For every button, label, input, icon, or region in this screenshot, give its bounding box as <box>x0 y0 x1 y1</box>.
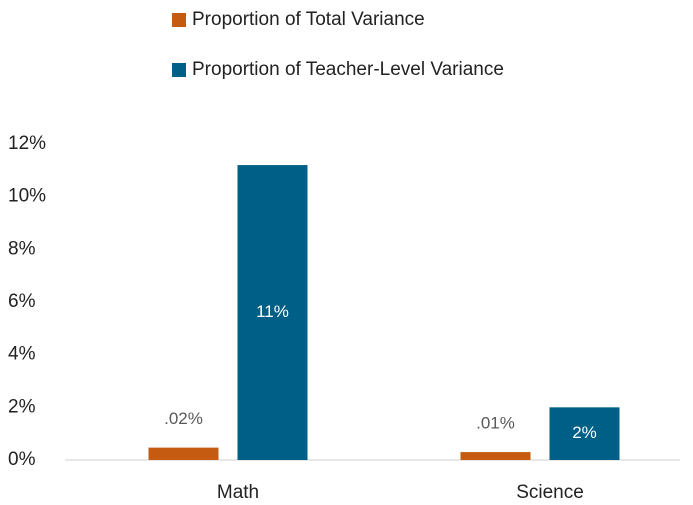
y-tick-label: 8% <box>8 238 36 259</box>
bar <box>549 407 620 460</box>
value-label: 11% <box>256 302 289 321</box>
annotation: .01% <box>476 414 515 433</box>
x-tick-label: Science <box>516 482 584 503</box>
y-tick-label: 10% <box>8 186 46 207</box>
annotation: .02% <box>164 409 203 428</box>
legend-label: Proportion of Teacher-Level Variance <box>192 59 504 80</box>
value-label: 2% <box>572 423 597 442</box>
legend-swatch <box>172 63 186 77</box>
bar <box>460 452 531 460</box>
bar <box>237 165 308 461</box>
legend-swatch <box>172 13 186 27</box>
bar <box>148 447 219 460</box>
x-tick-label: Math <box>217 482 259 503</box>
y-tick-label: 12% <box>8 133 46 154</box>
legend-label: Proportion of Total Variance <box>192 9 425 30</box>
y-tick-label: 0% <box>8 449 36 470</box>
y-tick-label: 4% <box>8 344 36 365</box>
y-tick-label: 2% <box>8 396 36 417</box>
y-tick-label: 6% <box>8 291 36 312</box>
